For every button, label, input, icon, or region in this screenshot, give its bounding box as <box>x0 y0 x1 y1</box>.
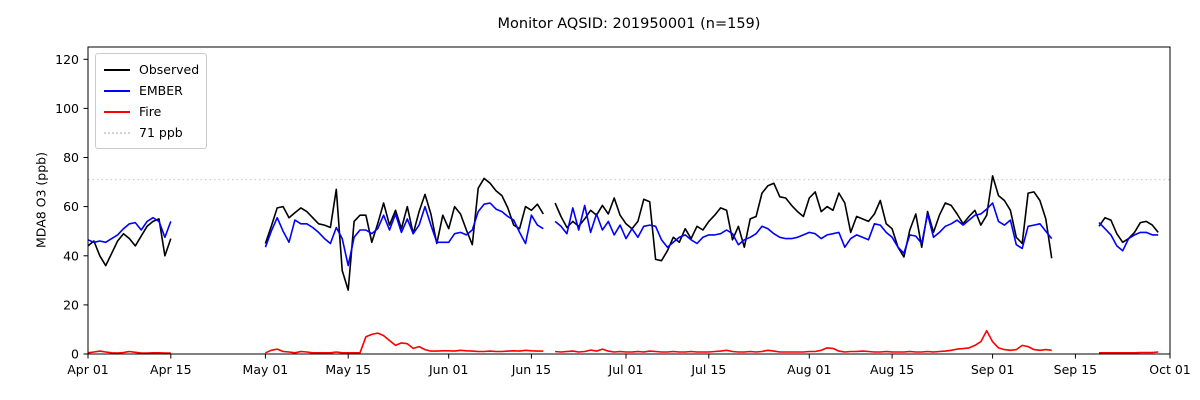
x-tick-label: Apr 01 <box>67 362 109 377</box>
legend-label-observed: Observed <box>139 62 200 77</box>
ember-series-line <box>264 202 544 267</box>
ember-series-line <box>87 216 172 244</box>
y-tick-label: 40 <box>63 248 79 263</box>
ember-line-swatch <box>104 89 130 92</box>
x-tick-label: Jun 01 <box>428 362 468 377</box>
threshold-line-swatch <box>104 131 130 134</box>
legend-label-ember: EMBER <box>139 83 183 98</box>
x-tick-label: Aug 01 <box>787 362 831 377</box>
x-tick-label: Oct 01 <box>1149 362 1191 377</box>
plot-frame <box>87 46 1171 355</box>
y-axis-label: MDA8 O3 (ppb) <box>33 152 49 248</box>
x-tick-label: May 01 <box>243 362 289 377</box>
fire-series-line <box>265 332 544 354</box>
x-tick-label: Sep 15 <box>1054 362 1097 377</box>
legend: Observed EMBER Fire 71 ppb <box>95 53 207 149</box>
fire-series-line <box>87 350 171 354</box>
y-tick-label: 0 <box>71 347 79 362</box>
fire-series-line <box>555 329 1052 353</box>
x-tick-label: May 15 <box>325 362 371 377</box>
legend-label-fire: Fire <box>139 104 162 119</box>
y-tick-label: 100 <box>55 101 79 116</box>
x-tick-label: Aug 15 <box>870 362 914 377</box>
observed-series-line <box>554 175 1053 262</box>
y-tick-label: 20 <box>63 297 79 312</box>
ember-series-line <box>554 202 1053 255</box>
legend-item-ember: EMBER <box>104 80 197 101</box>
x-tick-label: Jun 15 <box>511 362 551 377</box>
observed-series-line <box>264 177 544 291</box>
x-tick-label: Apr 15 <box>150 362 192 377</box>
legend-item-observed: Observed <box>104 59 200 80</box>
y-tick-label: 60 <box>63 199 79 214</box>
y-tick-label: 120 <box>55 52 79 67</box>
legend-item-threshold: 71 ppb <box>104 122 197 143</box>
legend-label-threshold: 71 ppb <box>139 125 183 140</box>
fire-series-line <box>1099 351 1159 354</box>
observed-line-swatch <box>104 68 130 71</box>
y-tick-label: 80 <box>63 150 79 165</box>
x-tick-label: Jul 01 <box>608 362 644 377</box>
fire-line-swatch <box>104 110 130 113</box>
ember-series-line <box>1098 222 1159 252</box>
legend-item-fire: Fire <box>104 101 197 122</box>
observed-series-line <box>87 218 172 267</box>
x-tick-label: Jul 15 <box>690 362 726 377</box>
x-tick-label: Sep 01 <box>971 362 1014 377</box>
chart-title: Monitor AQSID: 201950001 (n=159) <box>497 16 761 32</box>
